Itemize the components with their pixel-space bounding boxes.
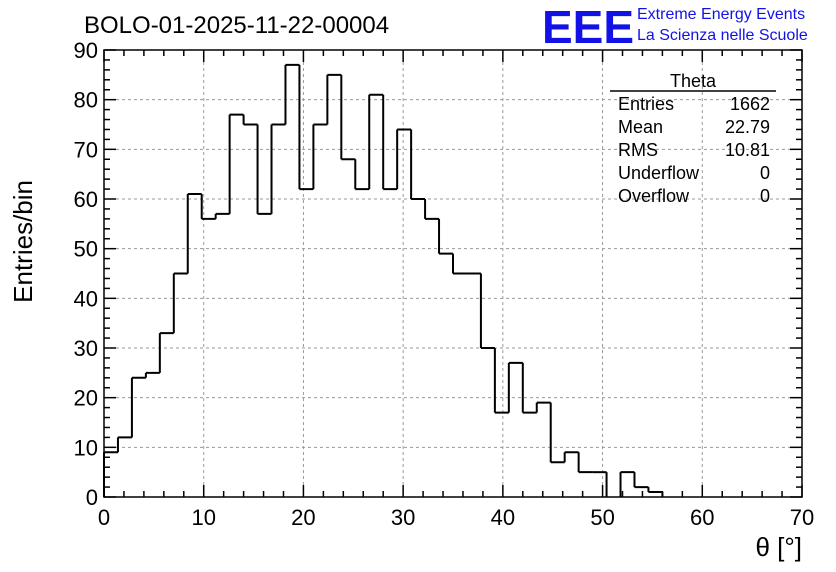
x-tick-labels: 0 10 20 30 40 50 60 70 [98, 505, 814, 530]
histogram-bin [116, 436, 132, 453]
histogram-bin [158, 332, 174, 373]
plot-frame [103, 49, 803, 498]
histogram-bin [479, 273, 495, 349]
y-tick-label: 90 [74, 38, 98, 63]
histogram-bin [368, 93, 384, 190]
y-tick-label: 80 [74, 88, 98, 113]
stats-row-label: RMS [618, 140, 658, 160]
x-tick-label: 40 [491, 505, 515, 530]
histogram-bin [521, 362, 537, 414]
histogram-bin [354, 159, 370, 191]
histogram-bin [312, 123, 328, 190]
histogram-bin [633, 472, 649, 489]
stats-rows: Entries 1662 Mean 22.79 RMS 10.81 Underflow 0 Ov… [618, 94, 770, 206]
eee-logo-line2: La Scienza nelle Scuole [637, 27, 808, 44]
histogram-bin [172, 272, 188, 334]
histogram-bin [647, 487, 663, 494]
histogram-bin [200, 194, 216, 220]
stats-row-value: 22.79 [725, 117, 770, 137]
histogram-bin [410, 129, 426, 200]
y-tick-label: 30 [74, 336, 98, 361]
histogram-bin [298, 64, 314, 191]
stats-row-value: 0 [760, 163, 770, 183]
x-axis-title: θ [°] [755, 532, 802, 562]
x-tick-label: 60 [690, 505, 714, 530]
x-tick-label: 30 [391, 505, 415, 530]
histogram-bin [507, 361, 523, 413]
histogram-bin [563, 451, 579, 463]
histogram-bin [424, 199, 440, 220]
histogram-bin [382, 94, 398, 191]
histogram-bars [103, 63, 664, 497]
stats-row-label: Overflow [618, 186, 690, 206]
histogram-bin [228, 113, 244, 214]
histogram-bin [270, 123, 286, 214]
histogram-bin [619, 471, 635, 497]
stats-row-label: Underflow [618, 163, 700, 183]
histogram-bin [256, 124, 272, 215]
y-tick-label: 40 [74, 286, 98, 311]
y-tick-label: 70 [74, 137, 98, 162]
y-tick-label: 50 [74, 237, 98, 262]
x-tick-label: 50 [590, 505, 614, 530]
x-tick-label: 20 [291, 505, 315, 530]
histogram-bin [438, 218, 453, 255]
stats-box: Theta Entries 1662 Mean 22.79 RMS 10.81 Underf… [610, 71, 776, 206]
eee-logo: EEE Extreme Energy Events La Scienza nel… [542, 1, 808, 53]
stats-row-value: 10.81 [725, 140, 770, 160]
histogram-bin [340, 74, 356, 161]
y-tick-labels: 0 10 20 30 40 50 60 70 80 90 [74, 38, 98, 510]
stats-row-label: Mean [618, 117, 663, 137]
axis-ticks [103, 49, 803, 498]
histogram-bin [577, 452, 593, 474]
histogram-bin [493, 348, 509, 414]
histogram-bin [284, 63, 300, 125]
x-tick-label: 0 [98, 505, 110, 530]
stats-row-value: 1662 [730, 94, 770, 114]
stats-box-name: Theta [670, 71, 717, 91]
histogram-bin [103, 451, 118, 497]
y-tick-label: 60 [74, 187, 98, 212]
histogram-bin [549, 402, 565, 464]
y-axis-title: Entries/bin [8, 180, 38, 303]
eee-logo-line1: Extreme Energy Events [637, 6, 805, 23]
histogram-bin [186, 193, 202, 274]
x-tick-label: 70 [790, 505, 814, 530]
y-tick-label: 0 [86, 485, 98, 510]
histogram-bin [452, 253, 467, 275]
y-tick-label: 10 [74, 435, 98, 460]
eee-logo-mark: EEE [542, 1, 634, 53]
y-tick-label: 20 [74, 386, 98, 411]
x-tick-label: 10 [191, 505, 215, 530]
histogram-bin [326, 73, 342, 125]
histogram-bin [130, 376, 146, 438]
histogram-bin [396, 128, 412, 190]
histogram-bin [535, 401, 551, 413]
histogram-bin [214, 212, 230, 219]
chart-title: BOLO-01-2025-11-22-00004 [84, 12, 389, 39]
histogram-bin [242, 114, 258, 126]
stats-row-label: Entries [618, 94, 674, 114]
histogram-bin [144, 371, 160, 378]
stats-row-value: 0 [760, 186, 770, 206]
grid [104, 49, 802, 497]
